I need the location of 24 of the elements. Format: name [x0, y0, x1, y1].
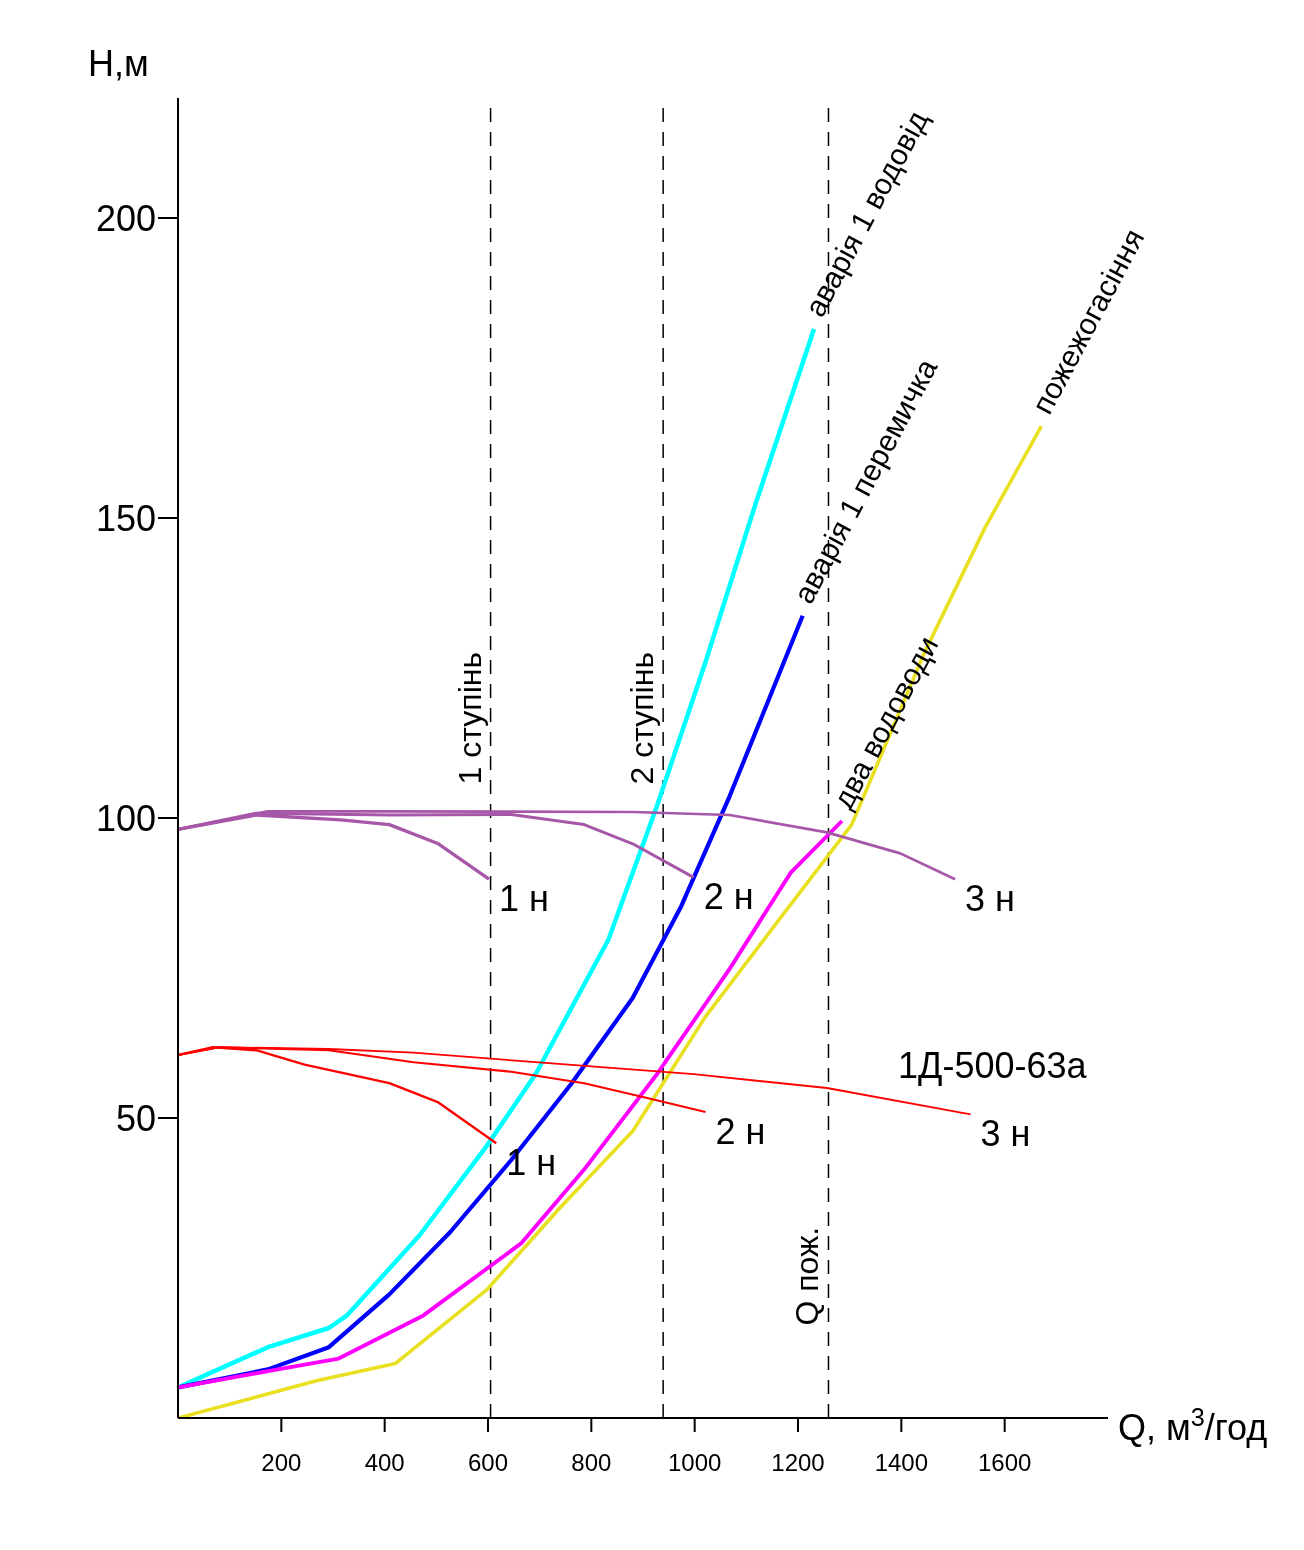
x-tick-label: 600: [467, 1449, 509, 1477]
annotation: 1 н: [506, 1142, 557, 1184]
x-tick-label: 400: [364, 1449, 405, 1477]
x-tick-label: 200: [261, 1449, 302, 1477]
y-tick-label: 200: [95, 197, 156, 239]
annotation: 1 н: [499, 878, 549, 920]
annotation: 3 н: [980, 1113, 1031, 1155]
x-axis-title: Q, м$^{3}$/год: [1118, 1403, 1268, 1448]
annotation: 2 н: [703, 876, 754, 918]
y-tick-label: 50: [115, 1097, 156, 1139]
ref-line-label: Q пож.: [789, 1226, 826, 1326]
annotation: 1Д-500-63а: [898, 1045, 1088, 1086]
ref-line-label: 1 ступінь: [451, 651, 488, 785]
ref-line-label: 2 ступінь: [624, 651, 661, 785]
x-tick-label: 1200: [771, 1449, 825, 1477]
annotation: 3 н: [965, 878, 1015, 920]
annotation: 2 н: [715, 1111, 766, 1152]
x-tick-label: 1600: [977, 1449, 1032, 1477]
x-tick-label: 1000: [667, 1449, 722, 1477]
y-tick-label: 150: [95, 497, 156, 539]
y-axis-title: H,м: [88, 43, 149, 84]
x-tick-label: 800: [571, 1449, 612, 1477]
x-tick-label: 1400: [874, 1449, 929, 1477]
y-tick-label: 100: [95, 797, 156, 839]
